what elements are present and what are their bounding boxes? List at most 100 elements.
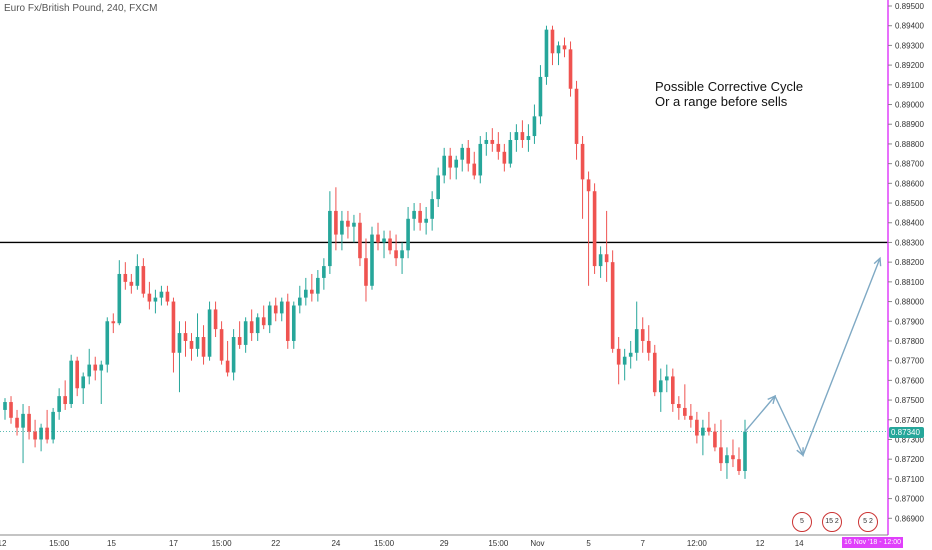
- price-tick-label: 0.88200: [895, 258, 924, 267]
- candle-body: [484, 139, 489, 144]
- time-tick-label: 15:00: [374, 539, 395, 548]
- candle-body: [436, 175, 440, 200]
- candle-body: [81, 376, 86, 389]
- chart-annotation[interactable]: Possible Corrective Cycle Or a range bef…: [655, 79, 803, 109]
- candle-body: [454, 159, 459, 168]
- time-tick-label: 14: [795, 539, 804, 548]
- candle-body: [496, 143, 501, 152]
- price-tick-label: 0.88100: [895, 278, 924, 287]
- candle-body: [743, 431, 747, 472]
- candle-body: [713, 431, 717, 448]
- event-earnings-icon[interactable]: 5: [792, 512, 812, 532]
- candle-body: [502, 151, 507, 164]
- candle-body: [544, 29, 549, 77]
- candle-body: [737, 459, 741, 472]
- price-axis-background: [889, 0, 932, 550]
- candle-body: [189, 340, 194, 349]
- price-tick-label: 0.87400: [895, 416, 924, 425]
- time-tick-label: 29: [440, 539, 449, 548]
- candle-body: [707, 427, 711, 432]
- candle-body: [586, 179, 591, 192]
- time-tick-label: 5: [586, 539, 591, 548]
- candle-body: [195, 337, 200, 349]
- candle-body: [701, 427, 705, 436]
- candle-body: [526, 136, 531, 140]
- candle-body: [334, 210, 338, 235]
- candle-body: [514, 132, 519, 140]
- candle-body: [677, 404, 681, 408]
- candle-body: [129, 281, 134, 286]
- candle-body: [123, 273, 128, 282]
- candle-body: [394, 250, 398, 259]
- candle-body: [165, 291, 170, 302]
- candle-body: [93, 364, 98, 371]
- candle-body: [279, 301, 284, 314]
- candle-body: [141, 266, 146, 294]
- time-tick-label: Nov: [530, 539, 544, 548]
- candle-body: [15, 417, 19, 428]
- price-tick-label: 0.87300: [895, 435, 924, 444]
- candle-body: [412, 210, 416, 219]
- candle-body: [731, 455, 735, 460]
- candle-body: [640, 329, 645, 341]
- candle-body: [87, 364, 92, 377]
- candle-body: [689, 415, 693, 420]
- candle-body: [201, 337, 206, 357]
- candle-body: [21, 413, 25, 428]
- candle-body: [9, 402, 13, 418]
- candles-group: [3, 25, 747, 479]
- price-tick-label: 0.87100: [895, 475, 924, 484]
- symbol-title: Euro Fx/British Pound, 240, FXCM: [4, 3, 158, 14]
- price-tick-label: 0.89100: [895, 81, 924, 90]
- annotation-line-1: Possible Corrective Cycle: [655, 79, 804, 94]
- time-axis[interactable]: 12 15:00 15 17 15:00 22 24 15:00 29 15:00 Nov 5 7 12:…: [0, 534, 888, 548]
- candle-body: [725, 455, 729, 464]
- time-tick-label: 24: [331, 539, 340, 548]
- candle-body: [574, 88, 579, 144]
- price-tick-label: 0.88300: [895, 238, 924, 247]
- candle-body: [358, 222, 362, 259]
- time-tick-label: 7: [640, 539, 645, 548]
- event-earnings-icon[interactable]: 15 2: [822, 512, 842, 532]
- candle-body: [27, 413, 31, 432]
- candle-body: [273, 305, 278, 314]
- candle-body: [424, 218, 428, 223]
- event-earnings-icon[interactable]: 5 2: [858, 512, 878, 532]
- candle-body: [652, 352, 657, 393]
- price-tick-label: 0.89000: [895, 101, 924, 110]
- price-axis[interactable]: 0.86900 0.87000 0.87100 0.87200 0.87300 0.874…: [887, 0, 932, 550]
- candle-body: [550, 29, 555, 54]
- arrowhead-icon: [873, 256, 882, 267]
- candle-body: [39, 427, 43, 440]
- candle-body: [99, 364, 104, 371]
- price-tick-label: 0.89500: [895, 2, 924, 11]
- candle-body: [255, 317, 260, 334]
- candle-body: [580, 143, 585, 180]
- candle-body: [105, 321, 110, 365]
- candle-body: [3, 402, 7, 410]
- candle-body: [33, 431, 37, 440]
- candle-body: [622, 356, 627, 365]
- price-tick-label: 0.87600: [895, 376, 924, 385]
- candle-body: [376, 234, 380, 243]
- candle-body: [592, 191, 597, 267]
- candle-body: [628, 352, 633, 357]
- candle-body: [370, 234, 374, 286]
- candle-body: [111, 321, 116, 324]
- projection-arrow[interactable]: [744, 256, 882, 458]
- candle-body: [75, 360, 79, 389]
- candle-body: [171, 301, 176, 353]
- price-tick-label: 0.87000: [895, 495, 924, 504]
- candle-body: [261, 317, 266, 326]
- candle-body: [51, 411, 55, 440]
- candle-body: [508, 139, 513, 164]
- candle-body: [231, 337, 236, 373]
- arrowhead-icon: [767, 394, 777, 405]
- candle-body: [658, 380, 663, 393]
- price-tick-label: 0.88900: [895, 120, 924, 129]
- price-tick-label: 0.86900: [895, 514, 924, 523]
- price-tick-label: 0.88600: [895, 179, 924, 188]
- price-tick-label: 0.87900: [895, 317, 924, 326]
- price-tick-label: 0.89400: [895, 22, 924, 31]
